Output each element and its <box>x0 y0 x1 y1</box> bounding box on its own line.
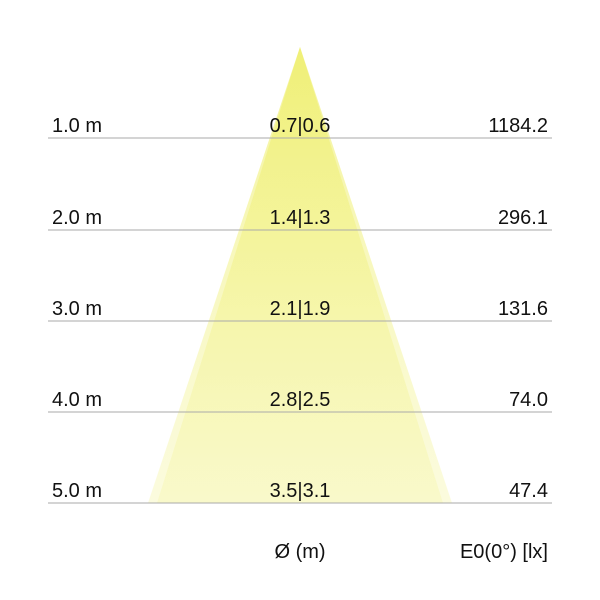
distance-label: 5.0 m <box>52 480 103 502</box>
diameter-axis-label: Ø (m) <box>274 541 326 563</box>
inner-beam-cone <box>157 47 443 503</box>
diameter-label: 2.1|1.9 <box>269 298 331 320</box>
diameter-label: 1.4|1.3 <box>269 207 331 229</box>
illuminance-label: 131.6 <box>497 298 548 320</box>
illuminance-label: 74.0 <box>509 389 548 411</box>
diameter-label: 2.8|2.5 <box>269 389 331 411</box>
distance-label: 1.0 m <box>52 115 103 137</box>
illuminance-label: 296.1 <box>497 207 548 229</box>
distance-label: 3.0 m <box>52 298 103 320</box>
illuminance-axis-label: E0(0°) [lx] <box>459 541 548 563</box>
illuminance-label: 47.4 <box>509 480 548 502</box>
distance-label: 2.0 m <box>52 207 103 229</box>
diameter-label: 0.7|0.6 <box>269 115 331 137</box>
illuminance-label: 1184.2 <box>488 115 548 137</box>
distance-label: 4.0 m <box>52 389 103 411</box>
diameter-label: 3.5|3.1 <box>269 480 331 502</box>
